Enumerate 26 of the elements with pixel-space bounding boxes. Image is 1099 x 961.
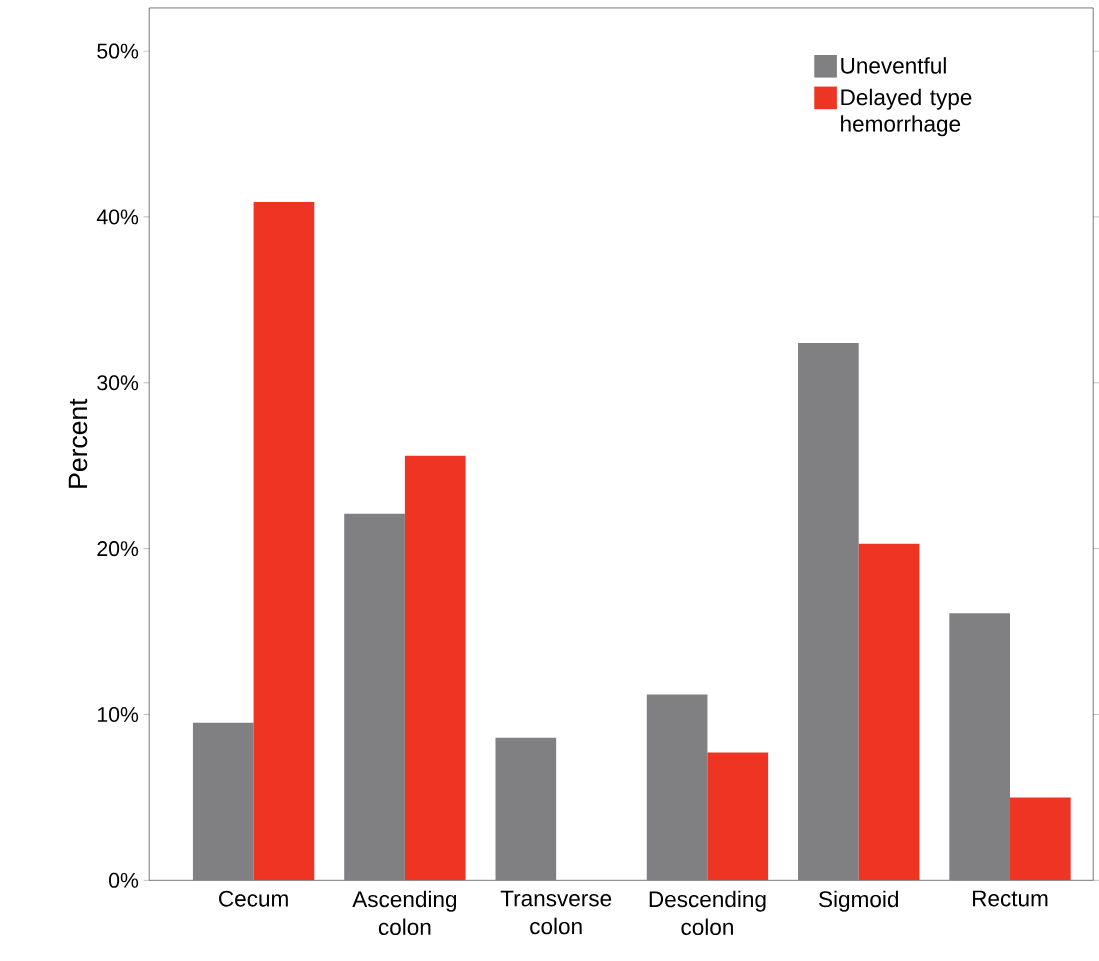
y-tick-label: 30% [97,375,139,391]
x-tick-label: Rectum [973,890,1048,907]
legend-label: Delayed type hemorrhage [841,88,972,137]
x-tick-label: Descending colon [649,890,766,936]
y-tick-label: 40% [96,209,139,225]
bar [495,737,557,881]
y-tick-label: 0% [109,872,139,888]
bar [1010,797,1071,881]
bar [858,543,920,881]
bar [798,343,859,881]
y-tick-label: 20% [97,541,139,557]
bar [646,694,708,881]
x-tick-label: Sigmoid [819,890,898,912]
bar [404,455,466,881]
y-tick-label: 50% [97,43,139,59]
bar [192,722,254,881]
y-tick-label: 10% [98,707,139,723]
x-tick-label: Transverse colon [500,890,612,935]
y-axis-title: Percent [68,398,88,488]
bar [707,752,769,881]
legend-label: Uneventful [841,57,946,74]
x-tick-label: Cecum [219,890,288,907]
bar [949,613,1011,881]
x-tick-label: Ascending colon [352,890,457,936]
bar [344,513,405,881]
bar [253,202,315,881]
